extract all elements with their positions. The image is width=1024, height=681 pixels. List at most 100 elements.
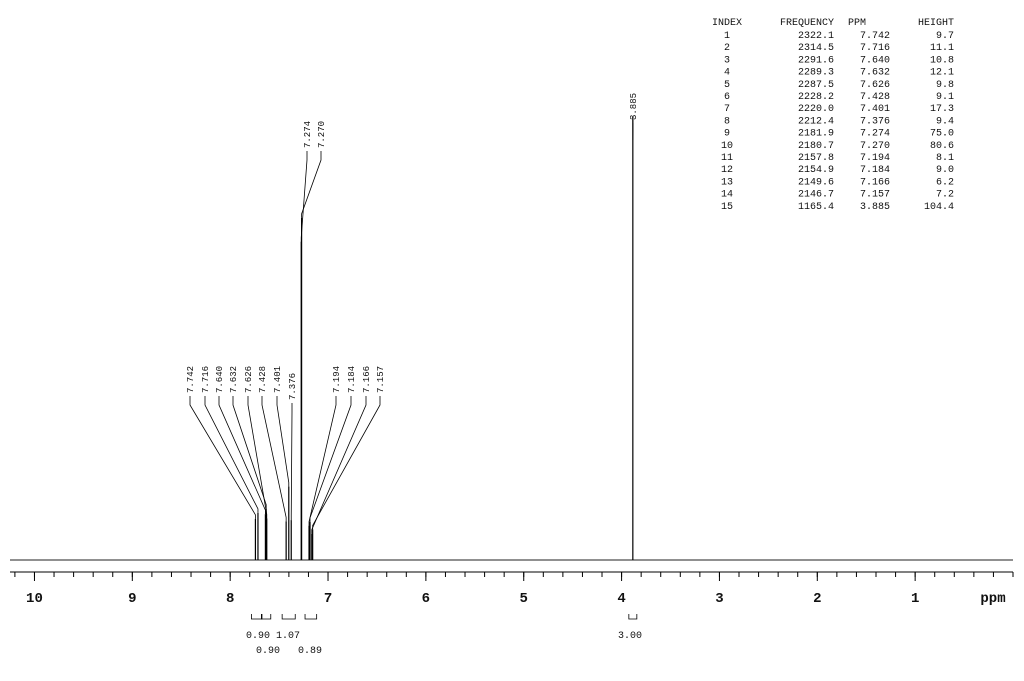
table-cell: 9: [724, 129, 730, 140]
x-tick-label: 9: [128, 591, 136, 607]
table-cell: 7.640: [860, 55, 890, 66]
table-header: PPM: [848, 18, 866, 29]
table-cell: 2146.7: [798, 190, 834, 201]
table-cell: 2: [724, 43, 730, 54]
peak-leader: [189, 396, 256, 519]
table-cell: 9.7: [936, 31, 954, 42]
table-cell: 5: [724, 80, 730, 91]
x-tick-label: 1: [911, 591, 919, 607]
peak-label: 7.184: [347, 366, 357, 393]
table-cell: 104.4: [924, 202, 954, 213]
table-cell: 7.428: [860, 92, 890, 103]
x-tick-label: 4: [617, 591, 625, 607]
peak-leader: [204, 396, 259, 513]
table-cell: 10.8: [930, 55, 954, 66]
table-cell: 2228.2: [798, 92, 834, 103]
table-cell: 2291.6: [798, 55, 834, 66]
peak-leader: [311, 396, 367, 534]
integral-label: 3.00: [618, 631, 642, 642]
integral-bracket: [260, 614, 272, 620]
table-cell: 2220.0: [798, 104, 834, 115]
x-tick-label: 7: [324, 591, 332, 607]
table-cell: 2212.4: [798, 116, 834, 127]
peak-label: 7.270: [317, 121, 327, 148]
table-cell: 15: [721, 202, 733, 213]
table-cell: 2157.8: [798, 153, 834, 164]
peak-leader: [276, 396, 290, 487]
x-tick-label: 8: [226, 591, 234, 607]
table-cell: 7.166: [860, 177, 890, 188]
table-cell: 9.8: [936, 80, 954, 91]
peak-leader: [301, 151, 322, 218]
peak-label: 3.885: [629, 93, 639, 120]
table-cell: 7.716: [860, 43, 890, 54]
table-cell: 9.1: [936, 92, 954, 103]
table-cell: 8: [724, 116, 730, 127]
table-cell: 7.157: [860, 190, 890, 201]
peak-label: 7.428: [258, 366, 268, 393]
table-header: INDEX: [712, 18, 742, 29]
peak-label: 7.401: [273, 366, 283, 393]
table-cell: 7: [724, 104, 730, 115]
x-tick-label: 10: [26, 591, 43, 607]
table-header: FREQUENCY: [780, 18, 834, 29]
peak-label: 7.194: [332, 366, 342, 393]
peak-label: 7.166: [362, 366, 372, 393]
peak-label: 7.274: [303, 121, 313, 148]
peak-label: 7.157: [376, 366, 386, 393]
integral-label: 0.89: [298, 646, 322, 657]
peak-leader: [232, 396, 267, 509]
integral-bracket: [251, 614, 263, 620]
table-cell: 7.184: [860, 165, 890, 176]
integral-bracket: [628, 614, 638, 620]
table-cell: 7.274: [860, 129, 890, 140]
table-header: HEIGHT: [918, 18, 954, 29]
table-cell: 2180.7: [798, 141, 834, 152]
table-cell: 10: [721, 141, 733, 152]
integral-label: 1.07: [276, 631, 300, 642]
peak-label: 7.716: [201, 366, 211, 393]
table-cell: 7.401: [860, 104, 890, 115]
table-cell: 7.626: [860, 80, 890, 91]
integral-bracket: [304, 614, 318, 620]
peak-leader: [218, 396, 266, 515]
table-cell: 2154.9: [798, 165, 834, 176]
table-cell: 11: [721, 153, 733, 164]
peak-label: 7.626: [244, 366, 254, 393]
table-cell: 7.742: [860, 31, 890, 42]
table-cell: 12.1: [930, 68, 954, 79]
table-cell: 7.2: [936, 190, 954, 201]
table-cell: 9.4: [936, 116, 954, 127]
table-cell: 1: [724, 31, 730, 42]
table-cell: 3: [724, 55, 730, 66]
table-cell: 7.376: [860, 116, 890, 127]
peak-label: 7.632: [229, 366, 239, 393]
peak-leader: [309, 396, 352, 522]
table-cell: 2287.5: [798, 80, 834, 91]
table-cell: 7.194: [860, 153, 890, 164]
peak-leader: [261, 396, 287, 522]
table-cell: 2322.1: [798, 31, 834, 42]
x-tick-label: 6: [422, 591, 430, 607]
table-cell: 17.3: [930, 104, 954, 115]
peak-leader: [290, 403, 293, 521]
integral-label: 0.90: [256, 646, 280, 657]
integral-bracket: [281, 614, 296, 620]
table-cell: 80.6: [930, 141, 954, 152]
table-cell: 2289.3: [798, 68, 834, 79]
peak-label: 7.376: [288, 373, 298, 400]
table-cell: 7.270: [860, 141, 890, 152]
table-cell: 2149.6: [798, 177, 834, 188]
peak-leader: [247, 396, 268, 519]
table-cell: 2314.5: [798, 43, 834, 54]
table-cell: 9.0: [936, 165, 954, 176]
x-tick-label: 2: [813, 591, 821, 607]
table-cell: 14: [721, 190, 733, 201]
x-tick-label: 3: [715, 591, 723, 607]
table-cell: 1165.4: [798, 202, 834, 213]
peak-label: 7.742: [186, 366, 196, 393]
table-cell: 4: [724, 68, 730, 79]
peak-leader: [312, 396, 381, 530]
table-cell: 2181.9: [798, 129, 834, 140]
